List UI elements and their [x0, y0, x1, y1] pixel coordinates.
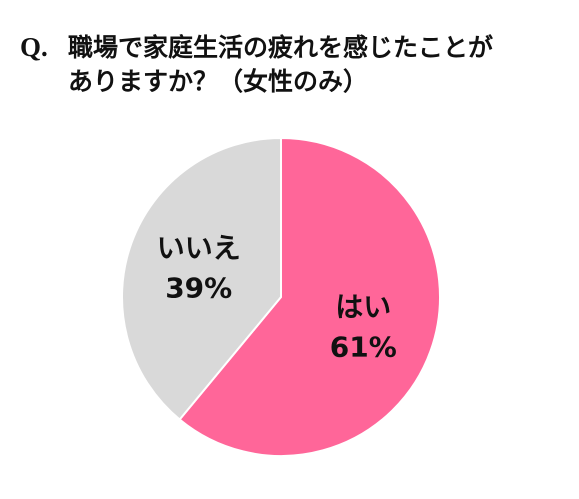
question-text-line-2: ありますか？（女性のみ） — [68, 67, 369, 96]
pie-slice-value-1: 39% — [165, 271, 232, 304]
pie-slice-value-0: 61% — [330, 331, 397, 364]
pie-slice-label-0: はい — [335, 291, 391, 324]
pie-slice-0 — [178, 136, 441, 457]
question-prefix: Q. — [20, 32, 48, 62]
question-line-1: Q. 職場で家庭生活の疲れを感じたことが — [20, 30, 570, 65]
pie-slice-1 — [121, 136, 282, 421]
question-title: Q. 職場で家庭生活の疲れを感じたことが ありますか？（女性のみ） — [20, 30, 570, 99]
pie-slice-label-1: いいえ — [157, 231, 241, 264]
question-text-line-1: 職場で家庭生活の疲れを感じたことが — [68, 33, 494, 62]
